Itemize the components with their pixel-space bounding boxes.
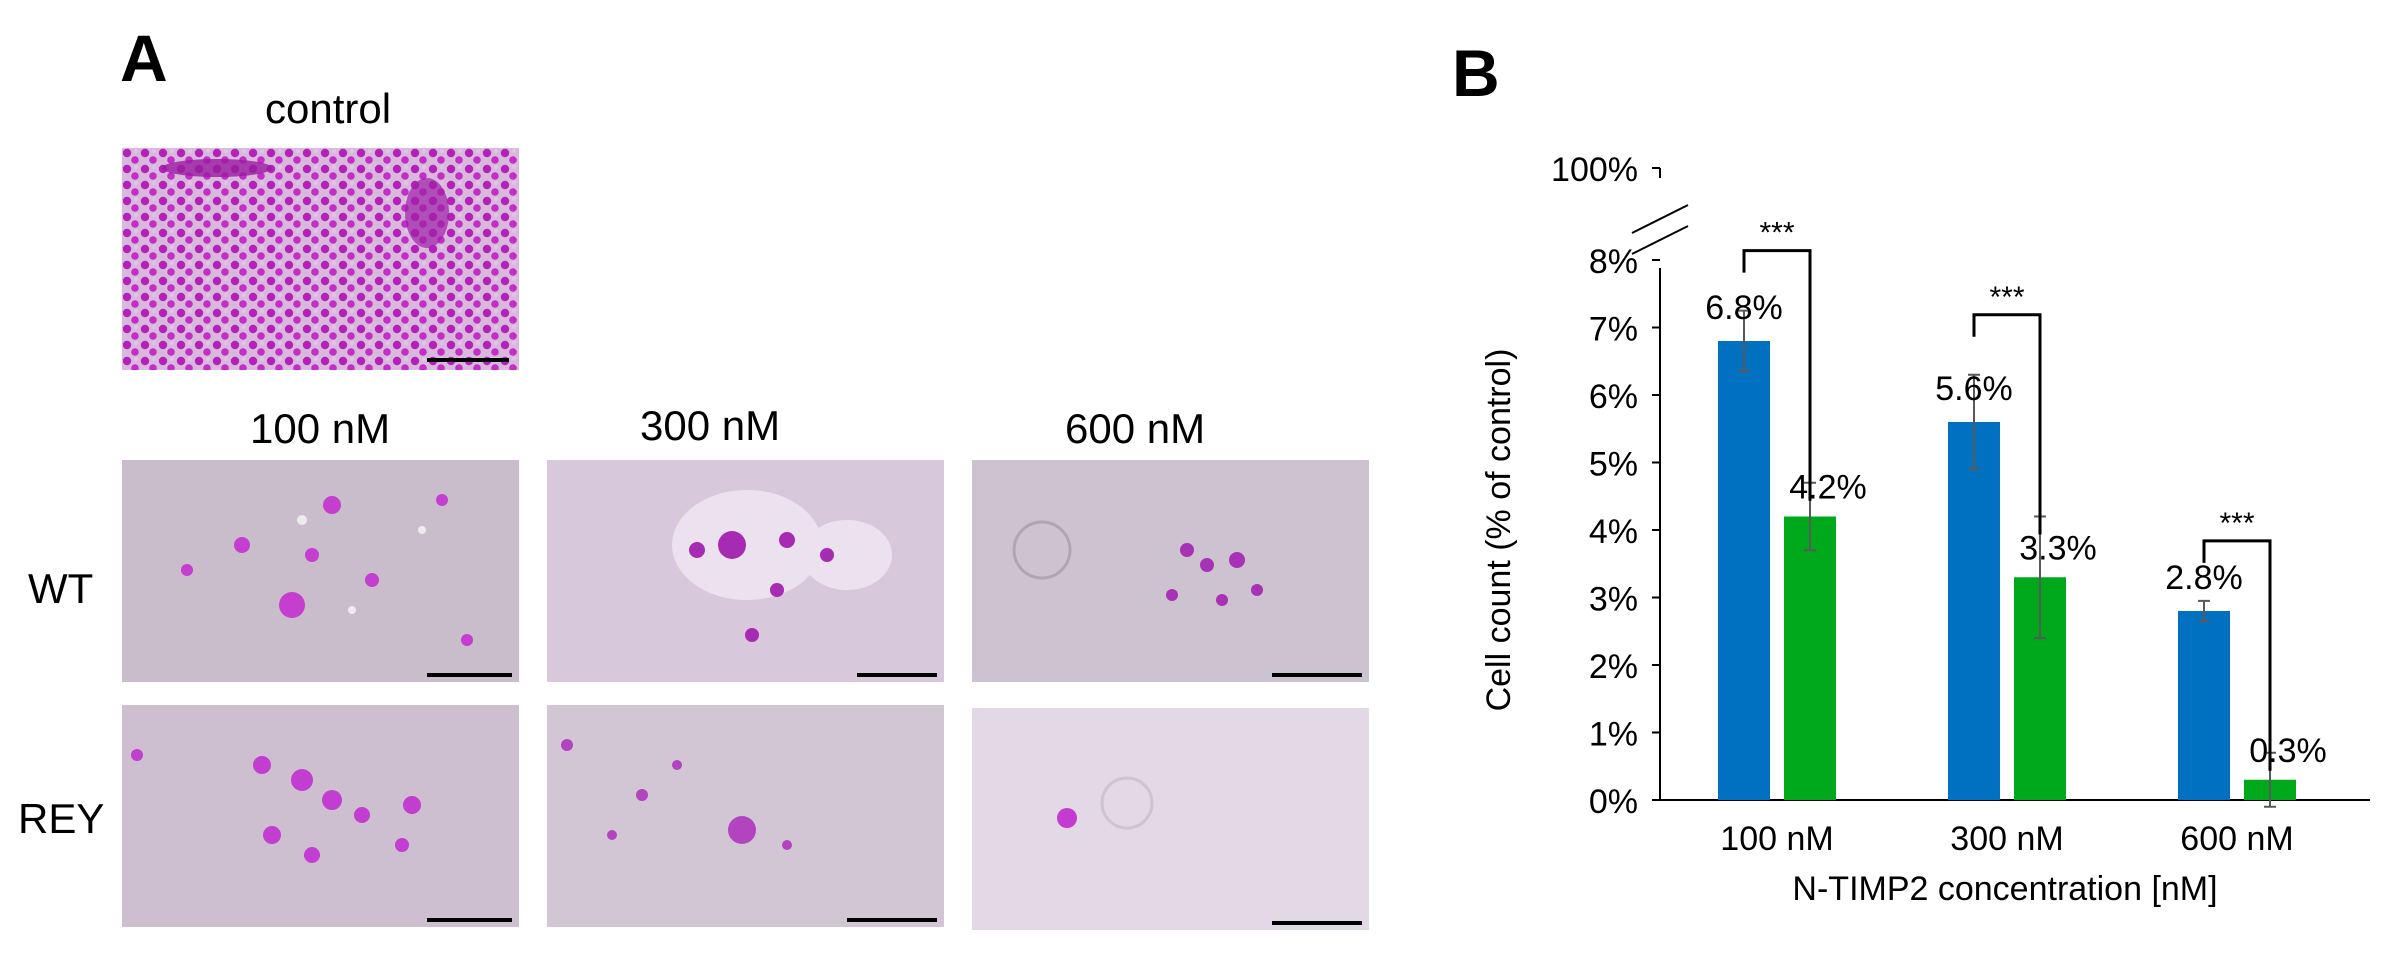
micrograph-rey-300-image xyxy=(547,705,944,927)
micrograph-wt-600 xyxy=(972,460,1369,682)
data-label: 6.8% xyxy=(1705,289,1783,327)
significance-label: *** xyxy=(2219,507,2254,540)
y-tick-label: 2% xyxy=(1589,648,1638,686)
x-tick-label: 600 nM xyxy=(2180,820,2293,858)
data-label: 5.6% xyxy=(1935,370,2013,408)
data-label: 0.3% xyxy=(2249,732,2327,770)
bar-chart: 0% 1% 2% 3% 4% 5% 6% 7% 8% 100% Cell count (% of c… xyxy=(1480,151,2370,908)
significance-label: *** xyxy=(1759,217,1794,250)
bar xyxy=(1784,516,1836,800)
y-tick-label: 7% xyxy=(1589,311,1638,349)
conc-label-100: 100 nM xyxy=(250,405,391,452)
micrograph-rey-600 xyxy=(972,708,1369,930)
conc-label-300: 300 nM xyxy=(640,402,781,449)
y-tick-label: 8% xyxy=(1589,243,1638,281)
significance-bracket xyxy=(2202,539,2272,771)
y-tick-label: 1% xyxy=(1589,716,1638,754)
micrograph-rey-100 xyxy=(122,705,519,927)
bar xyxy=(1948,422,2000,800)
micrograph-wt-300-image xyxy=(547,460,944,682)
micrograph-wt-600-image xyxy=(972,460,1369,682)
micrograph-wt-300 xyxy=(547,460,944,682)
data-label: 3.3% xyxy=(2019,529,2097,567)
y-tick-label: 4% xyxy=(1589,513,1638,551)
micrograph-wt-100 xyxy=(122,460,519,682)
y-tick-label: 0% xyxy=(1589,783,1638,821)
panel-b-letter: B xyxy=(1452,36,1500,110)
micrograph-rey-100-image xyxy=(122,705,519,927)
panel-a-letter: A xyxy=(120,21,168,95)
data-label: 4.2% xyxy=(1789,469,1867,507)
axis-break-mark xyxy=(1631,225,1689,255)
conc-label-600: 600 nM xyxy=(1065,405,1206,452)
y-tick-label: 3% xyxy=(1589,581,1638,619)
significance-bracket xyxy=(1742,249,1812,501)
y-tick-label: 100% xyxy=(1551,151,1638,189)
x-tick-label: 300 nM xyxy=(1950,820,2063,858)
significance-bracket xyxy=(1972,313,2042,535)
micrograph-rey-600-image xyxy=(972,708,1369,930)
control-label: control xyxy=(265,85,392,132)
y-axis-title: Cell count (% of control) xyxy=(1480,349,1518,712)
bar xyxy=(2178,611,2230,800)
data-label: 2.8% xyxy=(2165,559,2243,597)
bar xyxy=(1718,341,1770,800)
x-tick-label: 100 nM xyxy=(1720,820,1833,858)
control-micrograph-image xyxy=(122,148,519,370)
micrograph-rey-300 xyxy=(547,705,944,927)
micrograph-wt-100-image xyxy=(122,460,519,682)
axis-break-mark xyxy=(1631,204,1689,234)
x-axis-title: N-TIMP2 concentration [nM] xyxy=(1792,870,2217,908)
y-tick-label: 5% xyxy=(1589,446,1638,484)
row-label-rey: REY xyxy=(18,795,105,842)
significance-label: *** xyxy=(1989,281,2024,314)
y-tick-label: 6% xyxy=(1589,378,1638,416)
row-label-wt: WT xyxy=(28,565,94,612)
control-micrograph xyxy=(122,148,519,370)
